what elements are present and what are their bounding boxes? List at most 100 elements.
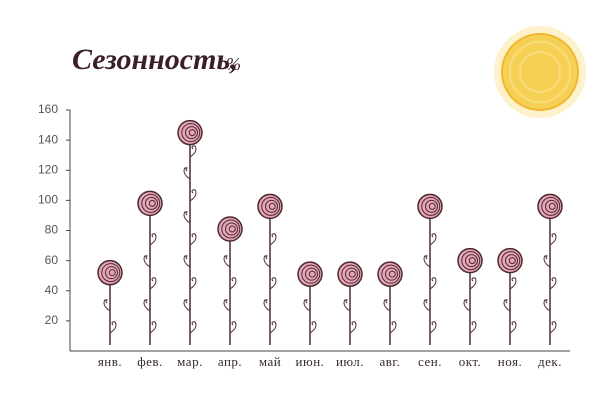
stem-curl: [469, 277, 477, 290]
stem-curl: [303, 299, 311, 312]
stem-curl: [189, 189, 197, 202]
stem-curl: [429, 321, 437, 334]
stem-curl: [229, 321, 237, 334]
stem-curl: [349, 321, 357, 334]
chart-title: Сезонность,: [72, 43, 238, 76]
flower-ring: [261, 196, 281, 216]
flower-ring: [108, 269, 116, 277]
flower-ring: [425, 199, 438, 213]
flower-ring: [181, 123, 201, 143]
stem-curl: [269, 277, 277, 290]
flower-ring: [105, 266, 118, 280]
x-tick-label: фев.: [137, 354, 163, 369]
flower-ring: [345, 267, 358, 281]
flower-ring: [141, 193, 161, 213]
y-tick-label: 60: [45, 253, 59, 267]
stem-curl: [189, 321, 197, 334]
stem-curl: [549, 277, 557, 290]
flower-ring: [385, 267, 398, 281]
x-tick-label: авг.: [379, 354, 400, 369]
stem-curl: [109, 321, 117, 334]
stem-curl: [423, 255, 431, 268]
stem-curl: [549, 233, 557, 246]
stem-curl: [183, 167, 191, 180]
flower-ring: [501, 251, 521, 271]
flower-ring: [265, 199, 278, 213]
stem-curl: [509, 321, 517, 334]
stem-curl: [469, 321, 477, 334]
stem-curl: [503, 299, 511, 312]
stem-curl: [149, 321, 157, 334]
stem-curl: [263, 299, 271, 312]
flower-ring: [388, 270, 396, 278]
x-tick-label: дек.: [538, 354, 562, 369]
flower-ring: [468, 257, 476, 265]
stem-curl: [183, 255, 191, 268]
flower-ring: [348, 270, 356, 278]
stem-curl: [223, 255, 231, 268]
unit-label: %: [226, 54, 241, 74]
flower-ring: [421, 196, 441, 216]
flower-ring: [545, 199, 558, 213]
stem-curl: [183, 299, 191, 312]
stem-curl: [509, 277, 517, 290]
stem-curl: [103, 299, 111, 312]
stem-curl: [389, 321, 397, 334]
stem-curl: [309, 321, 317, 334]
stem-curl: [383, 299, 391, 312]
y-tick-label: 40: [45, 283, 59, 297]
x-tick-label: апр.: [218, 354, 242, 369]
stem-curl: [269, 321, 277, 334]
flower-ring: [185, 126, 198, 140]
y-tick-label: 140: [38, 132, 58, 146]
flower-ring: [101, 263, 121, 283]
x-tick-label: янв.: [98, 354, 122, 369]
stem-curl: [143, 299, 151, 312]
stem-curl: [183, 211, 191, 224]
y-tick-label: 160: [38, 102, 58, 116]
flower-ring: [341, 264, 361, 284]
stem-curl: [229, 277, 237, 290]
sun: [494, 26, 586, 118]
y-tick-label: 20: [45, 313, 59, 327]
flower-ring: [548, 202, 556, 210]
stem-curl: [429, 277, 437, 290]
flower-ring: [541, 196, 561, 216]
x-tick-label: июн.: [296, 354, 325, 369]
flower-ring: [461, 251, 481, 271]
stem-curl: [143, 255, 151, 268]
flower-ring: [308, 270, 316, 278]
stem-curl: [269, 233, 277, 246]
flower-ring: [148, 199, 156, 207]
x-tick-label: июл.: [336, 354, 364, 369]
y-tick-label: 80: [45, 223, 59, 237]
stem-curl: [543, 299, 551, 312]
y-tick-label: 100: [38, 193, 58, 207]
flower-ring: [228, 225, 236, 233]
stem-curl: [189, 277, 197, 290]
stem-curl: [263, 255, 271, 268]
flower-ring: [225, 222, 238, 236]
y-tick-label: 120: [38, 162, 58, 176]
stem-curl: [189, 145, 197, 158]
flower-ring: [381, 264, 401, 284]
flower-ring: [305, 267, 318, 281]
flower-ring: [508, 257, 516, 265]
stem-curl: [343, 299, 351, 312]
stem-curl: [189, 233, 197, 246]
x-tick-label: май: [259, 354, 281, 369]
stem-curl: [549, 321, 557, 334]
x-tick-label: сен.: [418, 354, 442, 369]
x-tick-label: мар.: [177, 354, 203, 369]
stem-curl: [223, 299, 231, 312]
x-tick-label: ноя.: [498, 354, 522, 369]
stem-curl: [463, 299, 471, 312]
flower-ring: [188, 129, 196, 137]
flower-ring: [428, 202, 436, 210]
stem-curl: [429, 233, 437, 246]
stem-curl: [149, 233, 157, 246]
x-tick-label: окт.: [459, 354, 482, 369]
stem-curl: [149, 277, 157, 290]
flower-ring: [301, 264, 321, 284]
